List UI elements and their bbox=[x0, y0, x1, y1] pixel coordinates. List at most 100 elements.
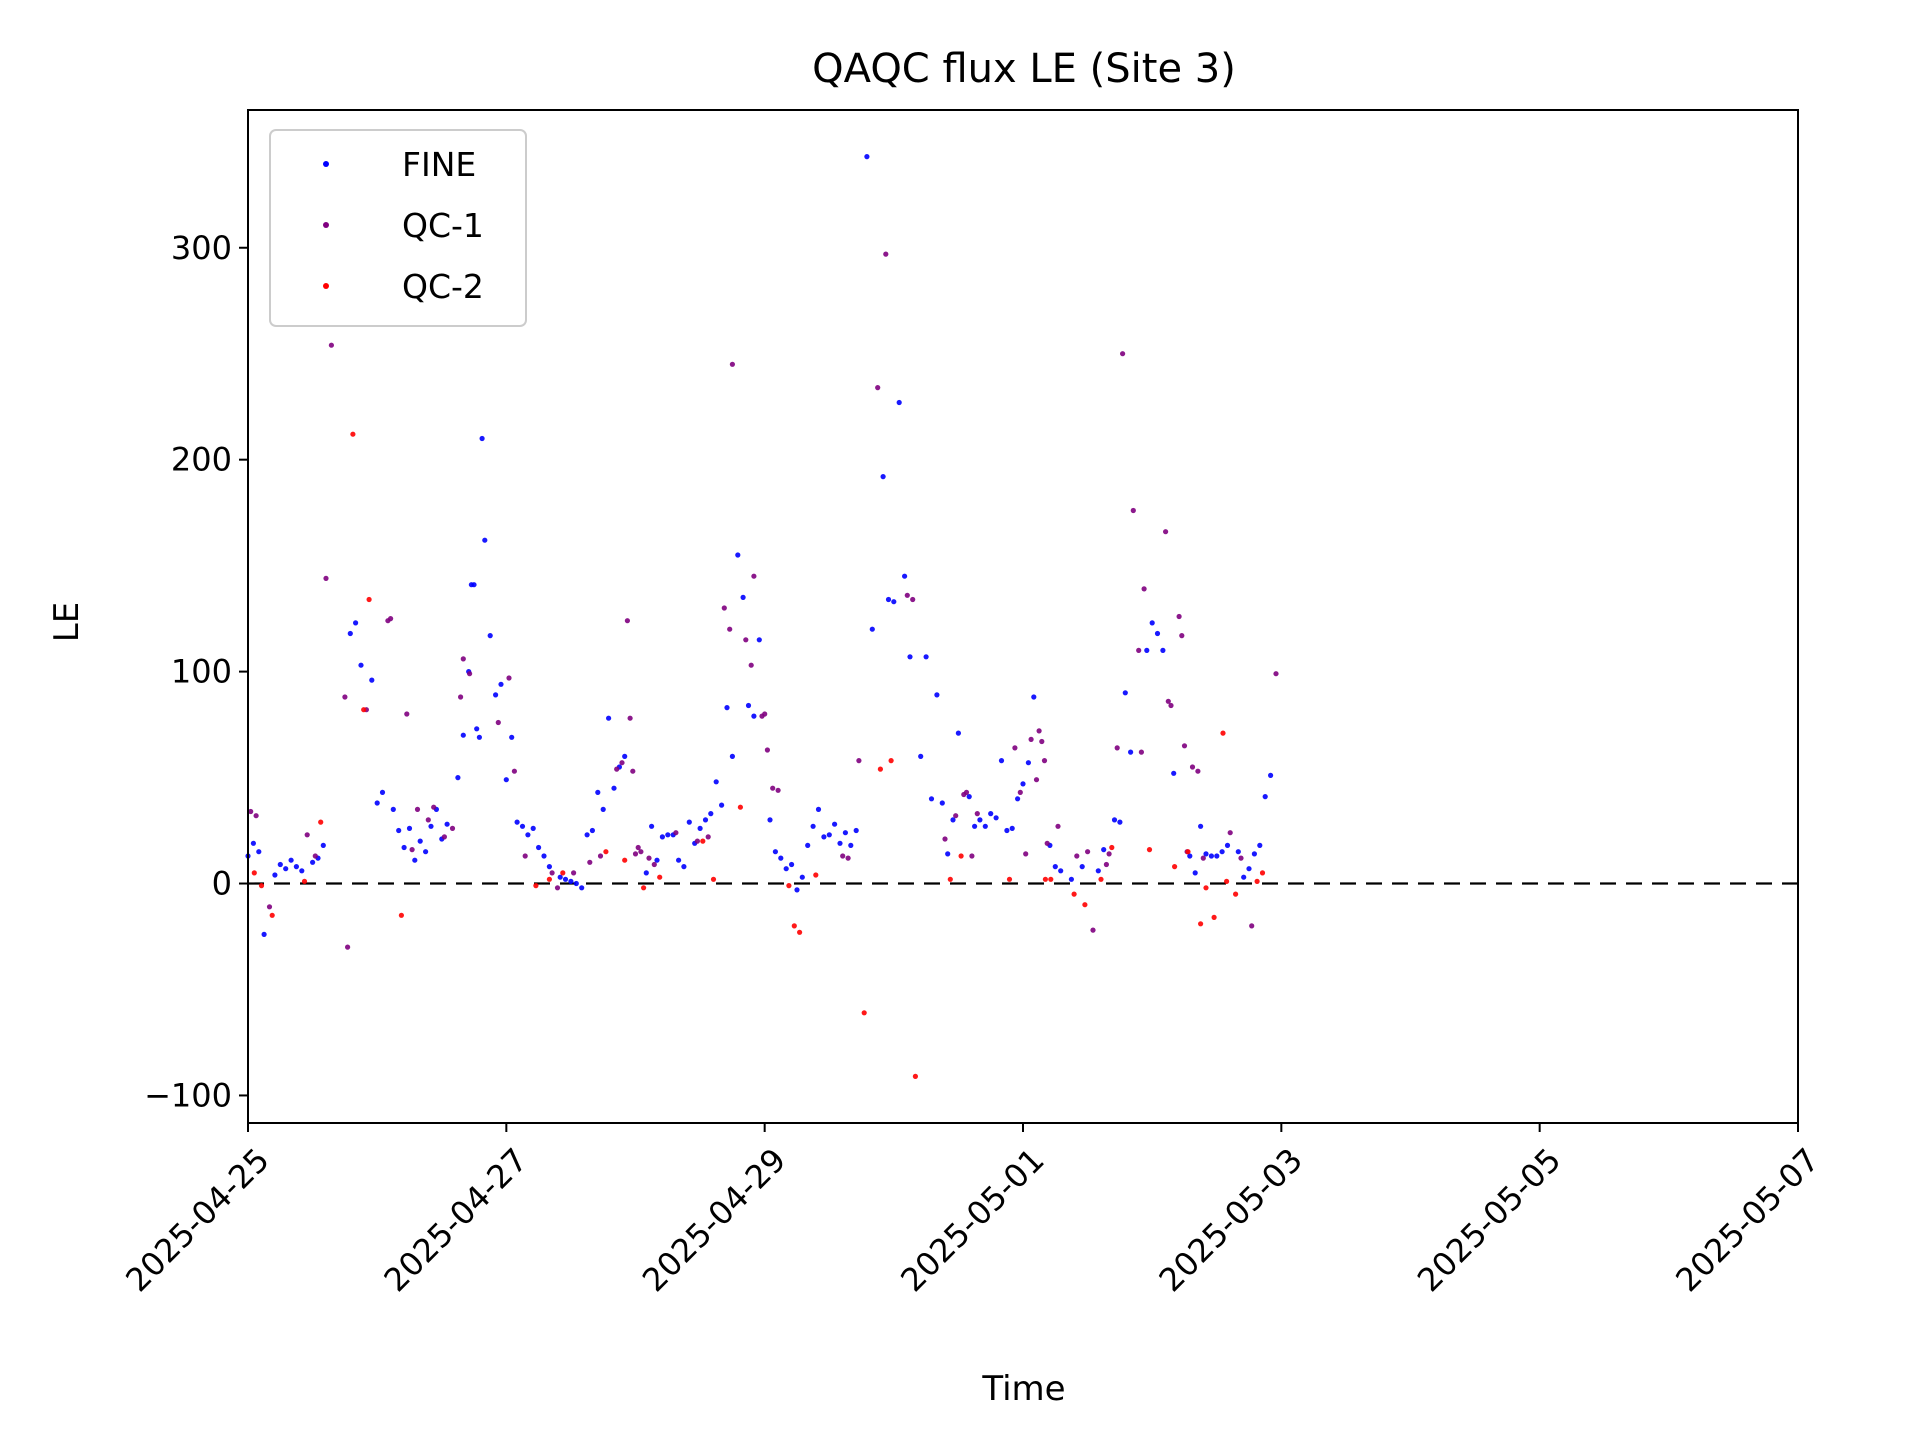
data-point bbox=[756, 637, 762, 643]
data-point bbox=[1039, 738, 1045, 745]
data-point bbox=[404, 711, 410, 717]
data-point bbox=[1071, 891, 1077, 897]
data-point bbox=[455, 775, 461, 781]
data-point bbox=[918, 753, 924, 760]
data-point bbox=[444, 821, 450, 827]
data-point bbox=[253, 813, 259, 819]
data-point bbox=[514, 819, 520, 825]
data-point bbox=[1227, 830, 1233, 836]
data-point bbox=[606, 715, 612, 721]
data-point bbox=[1241, 874, 1247, 880]
data-point bbox=[251, 870, 257, 876]
data-point bbox=[907, 654, 913, 660]
data-point bbox=[390, 806, 396, 813]
data-point bbox=[1149, 620, 1155, 626]
data-point bbox=[1195, 768, 1201, 774]
data-point bbox=[584, 832, 590, 838]
data-point bbox=[1238, 855, 1244, 861]
legend-label: FINE bbox=[402, 145, 476, 184]
data-point bbox=[826, 832, 832, 838]
data-point bbox=[775, 787, 781, 793]
data-point bbox=[1079, 864, 1085, 870]
data-point bbox=[519, 823, 526, 829]
y-tick-label: 100 bbox=[171, 653, 232, 691]
data-point bbox=[805, 842, 811, 849]
data-point bbox=[1090, 927, 1096, 933]
data-point bbox=[963, 789, 970, 796]
data-point bbox=[622, 857, 628, 863]
data-point bbox=[347, 630, 353, 637]
data-point bbox=[248, 808, 254, 815]
x-axis-label: Time bbox=[981, 1369, 1065, 1409]
data-point bbox=[783, 866, 789, 872]
data-point bbox=[982, 823, 988, 829]
data-point bbox=[950, 817, 956, 823]
data-point bbox=[256, 849, 262, 855]
data-point bbox=[923, 654, 929, 660]
data-point bbox=[665, 832, 671, 838]
data-point bbox=[423, 849, 429, 855]
legend-marker-qc-1 bbox=[323, 222, 329, 228]
data-point bbox=[791, 923, 797, 929]
data-point bbox=[885, 596, 892, 603]
data-point bbox=[428, 823, 434, 829]
data-point bbox=[1254, 878, 1260, 885]
data-point bbox=[358, 662, 364, 668]
data-point bbox=[735, 552, 741, 558]
data-point bbox=[815, 806, 822, 813]
data-point bbox=[1189, 764, 1196, 770]
data-point bbox=[934, 692, 940, 698]
data-point bbox=[1106, 851, 1112, 857]
data-point bbox=[573, 880, 579, 887]
data-point bbox=[541, 853, 547, 859]
data-point bbox=[1224, 878, 1230, 885]
data-point bbox=[1259, 870, 1266, 876]
data-point bbox=[1006, 876, 1013, 882]
data-point bbox=[998, 758, 1005, 764]
data-point bbox=[1214, 853, 1220, 859]
data-point bbox=[1055, 823, 1061, 829]
data-point bbox=[1187, 853, 1193, 859]
data-point bbox=[786, 883, 792, 889]
data-point bbox=[740, 594, 746, 601]
data-point bbox=[789, 861, 795, 868]
data-point bbox=[1012, 745, 1018, 751]
data-point bbox=[1138, 749, 1144, 755]
data-point bbox=[627, 715, 633, 721]
data-point bbox=[737, 804, 744, 810]
data-point bbox=[482, 537, 488, 543]
data-point bbox=[883, 251, 889, 257]
data-point bbox=[622, 753, 628, 760]
legend-items: FINE QC-1 QC-2 bbox=[323, 145, 484, 306]
data-point bbox=[969, 853, 975, 859]
data-point bbox=[1160, 647, 1166, 654]
data-point bbox=[269, 912, 275, 918]
data-point bbox=[1023, 851, 1029, 857]
data-point bbox=[1185, 849, 1191, 855]
data-point bbox=[1144, 647, 1150, 654]
data-point bbox=[1009, 825, 1015, 832]
data-point bbox=[603, 849, 609, 855]
data-point bbox=[401, 844, 407, 851]
y-axis-label: LE bbox=[47, 602, 87, 642]
data-point bbox=[1146, 847, 1153, 853]
data-point bbox=[1172, 864, 1178, 870]
data-point bbox=[654, 857, 660, 863]
data-point bbox=[1176, 613, 1182, 620]
data-point bbox=[1058, 868, 1064, 874]
data-point bbox=[721, 605, 727, 611]
data-point bbox=[1141, 586, 1147, 592]
data-point bbox=[821, 834, 827, 840]
y-tick-label: 300 bbox=[171, 229, 232, 267]
data-point bbox=[460, 656, 466, 662]
data-point bbox=[299, 868, 305, 874]
data-point bbox=[1028, 736, 1034, 743]
data-point bbox=[568, 878, 574, 885]
data-point bbox=[1136, 647, 1142, 654]
data-point bbox=[767, 817, 773, 823]
y-tick-label: 0 bbox=[212, 865, 232, 903]
data-point bbox=[1233, 891, 1239, 897]
data-point bbox=[762, 711, 768, 717]
data-point bbox=[638, 849, 644, 855]
